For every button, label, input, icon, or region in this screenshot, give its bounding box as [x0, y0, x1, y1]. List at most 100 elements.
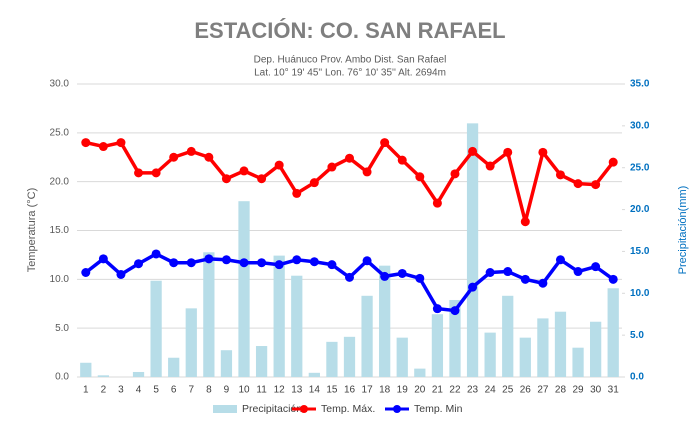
bar [519, 337, 531, 377]
marker [274, 260, 284, 270]
marker [239, 258, 249, 268]
line [84, 251, 615, 313]
marker [538, 278, 548, 288]
bar [343, 336, 356, 377]
x-tick-label: 10 [238, 385, 250, 396]
marker [573, 179, 583, 189]
x-tick-label: 11 [256, 385, 267, 396]
marker [591, 180, 601, 190]
marker [98, 142, 108, 152]
bar [168, 357, 180, 377]
marker [81, 267, 91, 277]
x-tick-label: 1 [83, 385, 89, 396]
y2-tick-label: 20.0 [630, 204, 650, 215]
y2-tick-label: 10.0 [630, 288, 650, 299]
marker [520, 274, 530, 284]
bar [220, 350, 233, 377]
legend-label: Temp. Máx. [321, 403, 375, 415]
marker [292, 188, 302, 198]
x-tick-label: 6 [171, 385, 177, 396]
x-tick-label: 22 [449, 385, 461, 396]
marker [327, 260, 337, 270]
x-tick-label: 12 [274, 385, 286, 396]
bar [255, 346, 268, 377]
marker [221, 174, 231, 184]
marker [555, 170, 565, 180]
marker [257, 258, 267, 268]
marker [134, 168, 144, 178]
bar [396, 337, 408, 377]
y2-tick-label: 5.0 [630, 330, 644, 341]
marker [186, 258, 196, 268]
marker [186, 146, 196, 156]
x-tick-label: 26 [520, 385, 532, 396]
x-tick-label: 28 [555, 385, 567, 396]
marker [134, 259, 144, 269]
bar [273, 255, 285, 377]
marker [345, 153, 354, 163]
bar [466, 123, 479, 378]
x-tick-label: 9 [224, 385, 230, 396]
bar [607, 288, 619, 377]
x-tick-label: 3 [118, 385, 124, 396]
marker [274, 160, 284, 170]
bar [132, 371, 145, 377]
x-tick-label: 29 [572, 385, 584, 396]
marker [309, 257, 319, 267]
marker [397, 155, 407, 165]
x-tick-label: 25 [502, 385, 514, 396]
x-tick-label: 13 [291, 385, 303, 396]
marker [327, 162, 337, 172]
marker [520, 217, 530, 227]
y2-tick-label: 35.0 [630, 79, 650, 90]
y2-tick-label: 15.0 [630, 246, 650, 257]
bar [291, 275, 303, 377]
y-tick-label: 5.0 [55, 323, 69, 334]
y-tick-label: 0.0 [55, 372, 69, 383]
bar [414, 368, 426, 377]
y-axis-label: Temperatura (°C) [26, 188, 38, 272]
marker [116, 138, 126, 148]
legend-swatch [300, 405, 308, 413]
bar [484, 332, 496, 377]
marker [538, 147, 548, 157]
bar [308, 372, 320, 377]
subtitle: Lat. 10° 19' 45'' Lon. 76° 10' 35'' Alt.… [254, 68, 446, 79]
x-tick-label: 4 [136, 385, 142, 396]
marker [257, 174, 267, 184]
bar [150, 280, 162, 377]
marker [450, 169, 460, 179]
x-tick-label: 14 [309, 385, 321, 396]
subtitle: Dep. Huánuco Prov. Ambo Dist. San Rafael [254, 55, 447, 66]
bar [502, 295, 514, 377]
marker [380, 271, 390, 281]
y2-axis-label: Precipitación(mm) [677, 186, 689, 275]
chart-title: ESTACIÓN: CO. SAN RAFAEL [194, 18, 505, 43]
marker [468, 146, 478, 156]
x-tick-label: 24 [485, 385, 497, 396]
bar [449, 299, 461, 377]
bar [185, 308, 197, 377]
y2-tick-label: 0.0 [630, 372, 644, 383]
x-tick-label: 17 [362, 385, 374, 396]
bar [537, 318, 549, 377]
marker [432, 304, 442, 314]
marker [608, 274, 618, 284]
marker [81, 138, 91, 148]
marker [239, 166, 249, 176]
marker [503, 267, 513, 277]
marker [151, 168, 161, 178]
x-tick-label: 19 [397, 385, 409, 396]
bar [203, 252, 215, 377]
bar [326, 341, 338, 377]
x-tick-label: 21 [432, 385, 444, 396]
marker [415, 172, 425, 182]
x-tick-label: 16 [344, 385, 356, 396]
x-tick-label: 20 [414, 385, 426, 396]
x-tick-label: 31 [608, 385, 620, 396]
marker [151, 249, 161, 259]
marker [397, 268, 407, 278]
bar [379, 265, 391, 377]
marker [503, 147, 513, 157]
